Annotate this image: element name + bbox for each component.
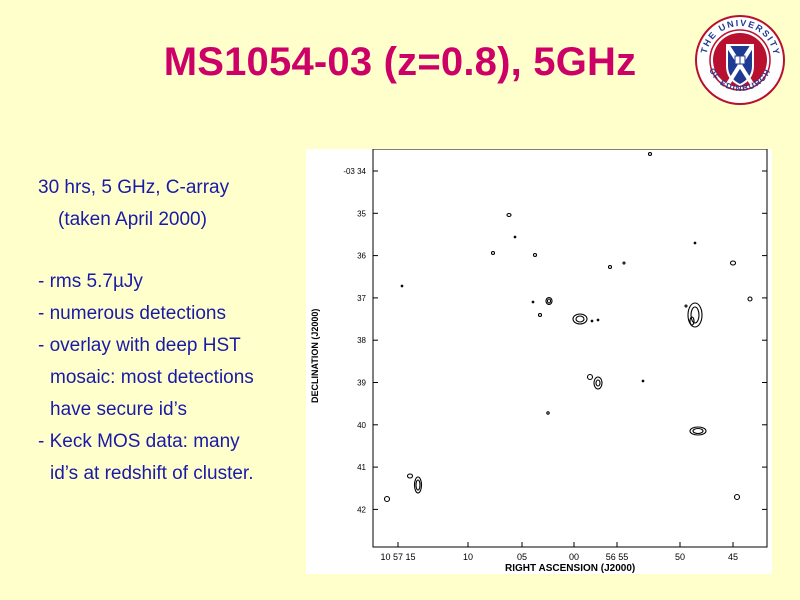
source: [546, 298, 552, 304]
source: [641, 379, 645, 383]
y-tick-label: 40: [357, 421, 366, 430]
contour-plot: -03 34 35 36 37 38 39 40 41 42 10 57 15 10 05 00 56 …: [310, 148, 768, 574]
y-tick-label: 35: [357, 209, 366, 218]
source: [545, 296, 553, 306]
notes-list: 30 hrs, 5 GHz, C-array (taken April 2000…: [38, 172, 308, 490]
y-tick-label: -03 34: [343, 167, 366, 176]
source: [687, 302, 703, 328]
source: [607, 264, 613, 270]
radio-sources: [383, 151, 753, 503]
y-tick-label: 36: [357, 252, 366, 261]
source: [586, 373, 594, 381]
source: [729, 260, 737, 266]
note-keck-cont: id’s at redshift of cluster.: [50, 463, 254, 484]
x-tick-label: 00: [569, 552, 579, 562]
y-axis-label: DECLINATION (J2000): [310, 309, 320, 403]
source: [400, 284, 404, 288]
source: [546, 411, 550, 415]
source: [415, 479, 421, 491]
source: [575, 315, 585, 323]
x-tick-label: 56 55: [606, 552, 629, 562]
note-hst-overlay-cont: mosaic: most detections: [50, 367, 254, 388]
note-observation: 30 hrs, 5 GHz, C-array: [38, 177, 230, 198]
source: [572, 313, 588, 325]
plot-frame: [372, 148, 768, 548]
source: [490, 250, 496, 256]
x-ticks: 10 57 15 10 05 00 56 55 50 45: [380, 542, 738, 562]
x-axis-label: RIGHT ASCENSION (J2000): [505, 563, 635, 574]
source: [622, 261, 626, 265]
source: [406, 473, 414, 479]
source: [506, 212, 512, 218]
source: [413, 476, 423, 494]
source: [537, 312, 543, 318]
source: [513, 235, 517, 239]
source: [531, 300, 535, 304]
source: [684, 304, 688, 308]
note-keck: - Keck MOS data: many: [38, 431, 240, 452]
page-title: MS1054-03 (z=0.8), 5GHz: [163, 40, 637, 84]
x-tick-label: 10: [463, 552, 473, 562]
x-tick-label: 45: [728, 552, 738, 562]
university-seal-logo: THE UNIVERSITY OF EDINBURGH: [695, 15, 785, 105]
source: [692, 427, 704, 435]
source: [690, 306, 700, 324]
source: [596, 318, 600, 322]
y-tick-label: 41: [357, 463, 366, 472]
radio-contour-map: -03 34 35 36 37 38 39 40 41 42 10 57 15 10 05 00 56 …: [306, 148, 772, 574]
source: [689, 426, 707, 436]
note-detections: - numerous detections: [38, 303, 226, 324]
note-date: (taken April 2000): [58, 209, 207, 230]
source: [590, 319, 594, 323]
y-tick-label: 38: [357, 336, 366, 345]
source: [733, 493, 741, 501]
note-hst-overlay: - overlay with deep HST: [38, 335, 241, 356]
x-tick-label: 05: [517, 552, 527, 562]
source: [383, 495, 391, 503]
x-tick-label: 50: [675, 552, 685, 562]
y-tick-label: 42: [357, 505, 366, 514]
y-ticks: -03 34 35 36 37 38 39 40 41 42: [343, 167, 767, 514]
y-tick-label: 39: [357, 379, 366, 388]
source: [689, 316, 695, 326]
source: [693, 241, 697, 245]
y-tick-label: 37: [357, 294, 366, 303]
source: [532, 252, 538, 258]
source: [647, 151, 653, 157]
source: [595, 379, 601, 387]
x-tick-label: 10 57 15: [380, 552, 415, 562]
note-hst-overlay-cont2: have secure id’s: [50, 399, 187, 420]
note-rms: - rms 5.7µJy: [38, 271, 143, 292]
source: [747, 296, 753, 302]
source: [593, 376, 603, 390]
